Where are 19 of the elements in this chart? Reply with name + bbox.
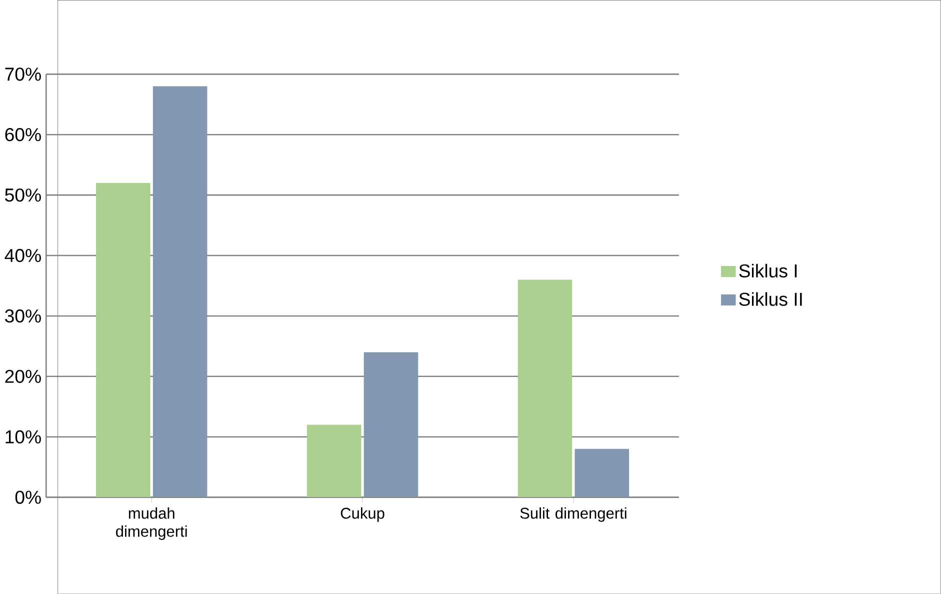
y-tick-label: 0% (15, 490, 41, 504)
x-tick-label: Sulit dimengerti (520, 507, 626, 522)
bar (152, 86, 208, 498)
legend-label: Siklus I (739, 264, 797, 278)
y-tick-label: 40% (4, 248, 41, 262)
x-tick-label: mudah dimengerti (116, 507, 187, 540)
y-tick-label: 50% (5, 188, 41, 202)
y-tick-label: 30% (5, 309, 41, 322)
bar (574, 448, 630, 498)
y-tick-label: 20% (5, 370, 41, 383)
y-tick-label: 70% (5, 67, 41, 81)
y-tick-label: 60% (5, 128, 41, 142)
x-tick-label: Cukup (340, 507, 384, 522)
bar (364, 352, 418, 498)
bar (518, 280, 572, 498)
bar (306, 424, 362, 498)
y-tick-label: 10% (6, 430, 41, 444)
legend-label: Siklus II (739, 292, 802, 306)
bar (96, 182, 150, 498)
